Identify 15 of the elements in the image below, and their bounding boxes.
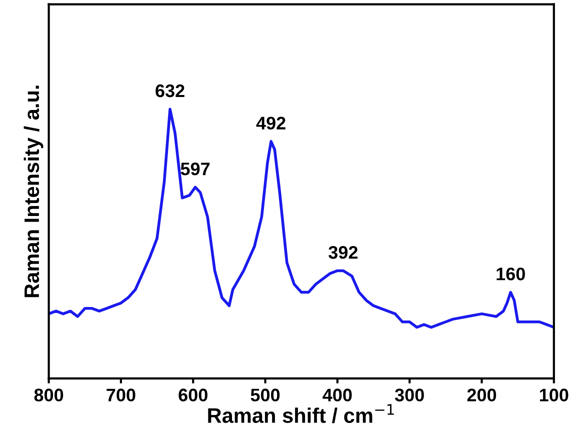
y-axis-title: Raman Intensity / a.u. [24, 86, 44, 298]
x-tick-label: 200 [467, 388, 496, 402]
x-tick-label: 700 [106, 388, 136, 402]
annotation: 632 [156, 84, 184, 98]
x-axis-title: Raman shift / cm$^{−1}$ [208, 404, 394, 424]
annotation: 160 [496, 268, 525, 280]
x-tick-label: 300 [394, 388, 424, 402]
x-tick-label: 600 [178, 388, 208, 402]
x-tick-label: 500 [250, 388, 280, 402]
annotation: 492 [256, 116, 286, 130]
annotation: 597 [180, 162, 210, 176]
x-tick-label: 100 [540, 388, 568, 402]
annotation: 392 [328, 246, 358, 259]
x-tick-label: 400 [322, 388, 352, 402]
x-tick-label: 800 [34, 388, 64, 402]
